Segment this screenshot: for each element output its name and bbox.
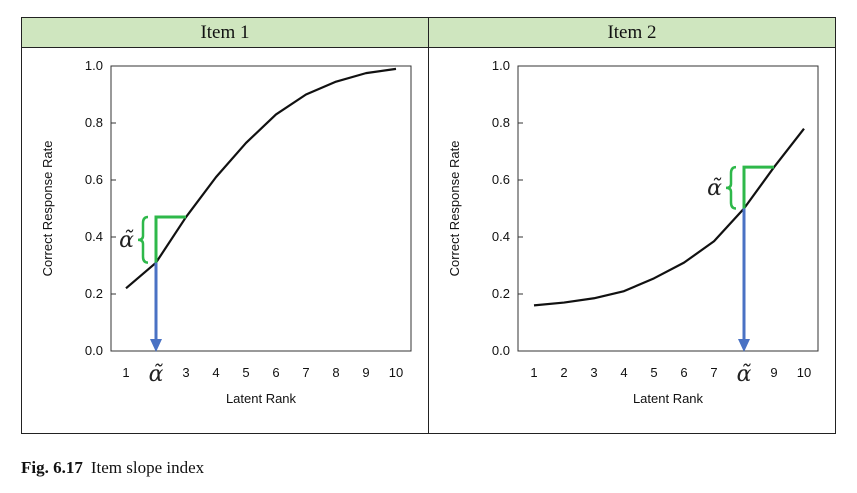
panel-title: Item 1 <box>200 21 250 43</box>
y-tick-label: 0.0 <box>85 343 103 358</box>
plot-frame <box>517 65 819 352</box>
x-tick-label: 8 <box>332 365 339 380</box>
alpha-annotation-label: α̃ <box>119 228 134 253</box>
panel-header-item-1: Item 1 <box>22 18 429 48</box>
alpha-arrow-head <box>738 339 750 352</box>
series-line <box>533 128 805 307</box>
alpha-annotation-label: α̃ <box>707 176 722 201</box>
y-tick-label: 0.6 <box>85 172 103 187</box>
caption-label: Fig. 6.17 <box>21 458 83 477</box>
x-tick-label: 3 <box>590 365 597 380</box>
y-tick-label: 0.8 <box>492 115 510 130</box>
x-tick-label: 2 <box>560 365 567 380</box>
x-tick-label: 1 <box>530 365 537 380</box>
panel-title: Item 2 <box>607 21 657 43</box>
x-tick-label-alpha: α̃ <box>737 362 752 387</box>
x-axis-title: Latent Rank <box>633 391 704 406</box>
chart-1: 0.0 0.2 0.4 0.6 0.8 1.0 1 α̃ 3 4 5 6 7 8 9 10 Latent Ran… <box>40 58 412 406</box>
y-tick-label: 0.4 <box>85 229 103 244</box>
x-tick-label: 10 <box>797 365 811 380</box>
y-tick-label: 0.2 <box>85 286 103 301</box>
y-tick-label: 1.0 <box>85 58 103 73</box>
slope-step-marker <box>742 165 774 209</box>
y-tick-label: 0.6 <box>492 172 510 187</box>
chart-2: 0.0 0.2 0.4 0.6 0.8 1.0 1 2 3 4 5 6 7 α̃ 9 10 Latent Ran… <box>447 58 819 406</box>
x-axis-title: Latent Rank <box>226 391 297 406</box>
panel-divider <box>428 18 429 433</box>
x-tick-label: 9 <box>362 365 369 380</box>
x-tick-label-alpha: α̃ <box>149 362 164 387</box>
x-tick-label: 3 <box>182 365 189 380</box>
x-tick-label: 4 <box>212 365 219 380</box>
x-tick-label: 7 <box>302 365 309 380</box>
y-tick-label: 1.0 <box>492 58 510 73</box>
x-tick-label: 10 <box>389 365 403 380</box>
x-tick-label: 1 <box>122 365 129 380</box>
plot-frame <box>110 65 412 352</box>
x-tick-label: 9 <box>770 365 777 380</box>
y-tick-label: 0.0 <box>492 343 510 358</box>
slope-step-marker <box>154 215 186 263</box>
series-line <box>125 67 397 290</box>
curly-brace <box>725 165 737 210</box>
y-tick-label: 0.2 <box>492 286 510 301</box>
x-tick-label: 4 <box>620 365 627 380</box>
x-tick-label: 6 <box>272 365 279 380</box>
figure-panel-table: Item 1 Item 2 <box>21 17 836 434</box>
y-axis-title: Correct Response Rate <box>40 141 55 277</box>
y-axis-title: Correct Response Rate <box>447 141 462 277</box>
alpha-arrow-head <box>150 339 162 352</box>
panel-header-item-2: Item 2 <box>429 18 835 48</box>
y-tick-label: 0.8 <box>85 115 103 130</box>
x-tick-label: 7 <box>710 365 717 380</box>
x-tick-label: 5 <box>650 365 657 380</box>
figure-caption: Fig. 6.17 Item slope index <box>21 458 204 478</box>
x-tick-label: 5 <box>242 365 249 380</box>
x-tick-label: 6 <box>680 365 687 380</box>
caption-text: Item slope index <box>90 458 205 477</box>
y-tick-label: 0.4 <box>492 229 510 244</box>
curly-brace <box>137 215 149 264</box>
